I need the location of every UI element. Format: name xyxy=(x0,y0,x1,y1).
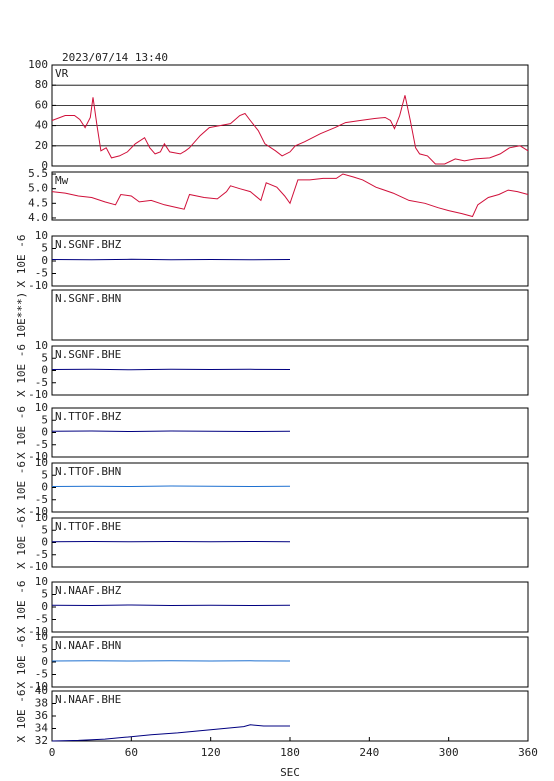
y-axis-label: X 10E -6 xyxy=(15,636,28,689)
y-tick-label: -10 xyxy=(28,680,48,693)
panel-frame xyxy=(51,690,529,742)
y-axis-label: X 10E -6 xyxy=(15,516,28,569)
y-tick-label: 0 xyxy=(41,536,48,549)
y-axis-label: X 10E -6 xyxy=(15,406,28,459)
panel-label: N.SGNF.BHN xyxy=(55,292,121,305)
y-tick-label: 0 xyxy=(41,364,48,377)
y-tick-label: -10 xyxy=(28,560,48,573)
y-tick-label: 0 xyxy=(41,159,48,172)
y-axis-label: 10E***) xyxy=(15,292,28,338)
panel-label: N.TTOF.BHZ xyxy=(55,410,122,423)
y-tick-label: 0 xyxy=(41,426,48,439)
data-line xyxy=(51,368,291,371)
y-tick-label: 5 xyxy=(41,351,48,364)
y-tick-label: 0 xyxy=(41,655,48,668)
y-tick-label: -10 xyxy=(28,505,48,518)
y-tick-label: -5 xyxy=(35,438,48,451)
y-tick-label: 5 xyxy=(41,588,48,601)
panel-frame xyxy=(51,581,529,633)
y-tick-label: 40 xyxy=(35,684,48,697)
y-tick-label: 10 xyxy=(35,630,48,643)
y-tick-label: -10 xyxy=(28,450,48,463)
y-tick-label: 0 xyxy=(41,600,48,613)
y-tick-label: 38 xyxy=(35,697,48,710)
panel-frame xyxy=(51,517,529,568)
panel-label: N.TTOF.BHN xyxy=(55,465,121,478)
y-tick-label: 5 xyxy=(41,413,48,426)
data-line xyxy=(51,485,291,488)
y-tick-label: 100 xyxy=(28,58,48,71)
x-tick-label: 120 xyxy=(201,746,221,759)
y-tick-label: 80 xyxy=(35,78,48,91)
x-tick-label: 360 xyxy=(518,746,538,759)
y-tick-label: 10 xyxy=(35,229,48,242)
y-tick-label: 5 xyxy=(41,242,48,255)
y-tick-label: -10 xyxy=(28,279,48,292)
y-tick-label: 10 xyxy=(35,511,48,524)
y-tick-label: 0 xyxy=(41,481,48,494)
y-tick-label: 5 xyxy=(41,643,48,656)
y-tick-label: 4.5 xyxy=(28,196,48,209)
y-tick-label: 36 xyxy=(35,709,48,722)
y-tick-label: -5 xyxy=(35,376,48,389)
y-tick-label: -10 xyxy=(28,625,48,638)
y-tick-label: 5.0 xyxy=(28,182,48,195)
y-axis-label: X 10E -6 xyxy=(15,461,28,514)
y-axis-label: X 10E -6 xyxy=(15,581,28,634)
panel-label: N.TTOF.BHE xyxy=(55,520,121,533)
data-line xyxy=(51,95,529,165)
panel-frame xyxy=(51,235,529,287)
y-axis-label: X 10E -6 xyxy=(15,344,28,397)
y-tick-label: 10 xyxy=(35,339,48,352)
y-tick-label: -10 xyxy=(28,388,48,401)
panel-frame xyxy=(51,289,529,341)
y-tick-label: 20 xyxy=(35,139,48,152)
y-tick-label: 10 xyxy=(35,456,48,469)
panel-label: Mw xyxy=(55,174,69,187)
y-tick-label: -5 xyxy=(35,267,48,280)
data-line xyxy=(51,258,291,261)
y-tick-label: 32 xyxy=(35,734,48,747)
y-tick-label: -5 xyxy=(35,613,48,626)
panel-frame xyxy=(51,171,529,221)
x-tick-label: 240 xyxy=(359,746,379,759)
y-tick-label: 60 xyxy=(35,98,48,111)
timestamp: 2023/07/14 13:40 xyxy=(62,51,168,64)
y-tick-label: -5 xyxy=(35,668,48,681)
panel-frame xyxy=(51,407,529,458)
x-tick-label: 180 xyxy=(280,746,300,759)
y-tick-label: 40 xyxy=(35,119,48,132)
y-axis-label: X 10E -6 xyxy=(15,235,28,288)
panel-label: N.NAAF.BHN xyxy=(55,639,121,652)
y-tick-label: 10 xyxy=(35,575,48,588)
y-tick-label: 4.0 xyxy=(28,211,48,224)
y-axis-label: X 10E -6 xyxy=(15,690,28,743)
y-tick-label: 5 xyxy=(41,523,48,536)
panel-label: N.SGNF.BHE xyxy=(55,348,121,361)
panel-label: N.NAAF.BHZ xyxy=(55,584,122,597)
y-tick-label: 0 xyxy=(41,254,48,267)
panel-label: N.SGNF.BHZ xyxy=(55,238,122,251)
y-tick-label: -5 xyxy=(35,493,48,506)
data-line xyxy=(51,724,290,742)
y-tick-label: 10 xyxy=(35,401,48,414)
panel-frame xyxy=(51,462,529,513)
y-tick-label: 5 xyxy=(41,468,48,481)
panel-frame xyxy=(51,345,529,396)
panel-label: VR xyxy=(55,67,69,80)
y-tick-label: -5 xyxy=(35,548,48,561)
data-line xyxy=(51,604,291,607)
y-tick-label: 34 xyxy=(35,722,49,735)
x-tick-label: 60 xyxy=(125,746,138,759)
data-line xyxy=(51,430,291,433)
x-tick-label: 0 xyxy=(49,746,56,759)
y-tick-label: 5.5 xyxy=(28,167,48,180)
panel-frame xyxy=(51,64,529,167)
panel-frame xyxy=(51,636,529,688)
data-line xyxy=(51,173,529,218)
x-axis-label: SEC xyxy=(280,766,300,779)
panel-label: N.NAAF.BHE xyxy=(55,693,121,706)
x-tick-label: 300 xyxy=(439,746,459,759)
